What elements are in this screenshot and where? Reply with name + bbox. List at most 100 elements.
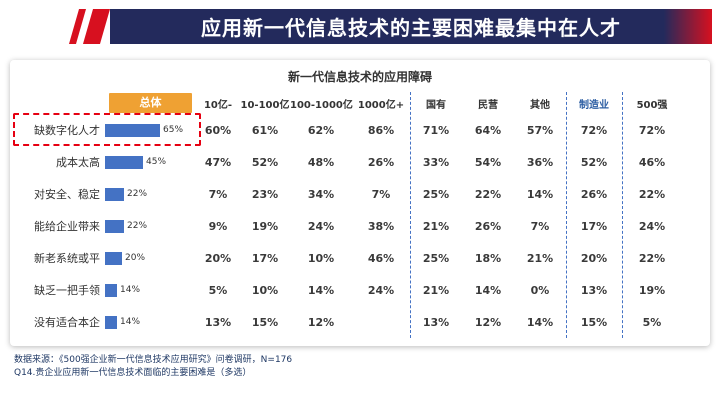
- table-row: 能给企业带来 22% 9% 19% 24% 38% 21% 26% 7% 17% 24%: [16, 210, 704, 242]
- overall-value: 45%: [146, 157, 167, 167]
- overall-value: 14%: [120, 285, 141, 295]
- table-row: 新老系统或平 20% 20% 17% 10% 46% 25% 18% 21% 20% 22%: [16, 242, 704, 274]
- overall-bar-cell: 20%: [105, 242, 196, 274]
- chart-table: 总体 10亿- 10-100亿 100-1000亿 1000亿+ 国有 民营 其…: [13, 92, 704, 338]
- overall-bar: [105, 251, 122, 265]
- value-cell: 71%: [422, 123, 450, 137]
- column-header: 国有: [426, 99, 446, 111]
- value-cell: 19%: [251, 219, 279, 233]
- table-row: 没有适合本企 14% 13% 15% 12% 13% 12% 14% 15% 5%: [16, 306, 704, 338]
- value-cell: 13%: [204, 315, 232, 329]
- value-cell: 0%: [530, 283, 550, 297]
- value-cell: 26%: [367, 155, 395, 169]
- value-cell: 24%: [307, 219, 335, 233]
- value-cell: 20%: [204, 251, 232, 265]
- value-cell: 22%: [474, 187, 502, 201]
- value-cell: 19%: [638, 283, 666, 297]
- value-cell: 22%: [638, 251, 666, 265]
- table-row: 缺数字化人才 65% 60% 61% 62% 86% 71% 64% 57% 72% 72%: [16, 114, 704, 146]
- value-cell: 10%: [307, 251, 335, 265]
- column-group-divider: [566, 92, 567, 338]
- value-cell: 20%: [580, 251, 608, 265]
- value-cell: 26%: [474, 219, 502, 233]
- value-cell: 38%: [367, 219, 395, 233]
- value-cell: 72%: [580, 123, 608, 137]
- column-group-divider: [410, 92, 411, 338]
- value-cell: 14%: [526, 315, 554, 329]
- value-cell: 14%: [474, 283, 502, 297]
- slide-title: 应用新一代信息技术的主要困难最集中在人才: [201, 16, 621, 40]
- overall-bar: [105, 283, 117, 297]
- column-header: 10-100亿: [240, 99, 290, 111]
- value-cell: 60%: [204, 123, 232, 137]
- table-row: 对安全、稳定 22% 7% 23% 34% 7% 25% 22% 14% 26% 22%: [16, 178, 704, 210]
- value-cell: 46%: [367, 251, 395, 265]
- value-cell: 13%: [422, 315, 450, 329]
- value-cell: 13%: [580, 283, 608, 297]
- header-row: 总体 10亿- 10-100亿 100-1000亿 1000亿+ 国有 民营 其…: [16, 92, 704, 114]
- table-body: 缺数字化人才 65% 60% 61% 62% 86% 71% 64% 57% 72% 72% 成本太高…: [16, 114, 704, 338]
- value-cell: 15%: [251, 315, 279, 329]
- overall-bar-cell: 65%: [105, 114, 196, 146]
- value-cell: 24%: [638, 219, 666, 233]
- value-cell: 36%: [526, 155, 554, 169]
- value-cell: 10%: [251, 283, 279, 297]
- value-cell: 26%: [580, 187, 608, 201]
- value-cell: 7%: [371, 187, 391, 201]
- value-cell: 21%: [422, 283, 450, 297]
- value-cell: 18%: [474, 251, 502, 265]
- overall-bar: [105, 155, 143, 169]
- value-cell: 46%: [638, 155, 666, 169]
- value-cell: 12%: [307, 315, 335, 329]
- row-label: 缺数字化人才: [34, 124, 100, 137]
- column-group-divider: [622, 92, 623, 338]
- value-cell: 25%: [422, 251, 450, 265]
- column-header: 其他: [530, 99, 550, 111]
- value-cell: 14%: [307, 283, 335, 297]
- value-cell: 12%: [474, 315, 502, 329]
- question-note: Q14.贵企业应用新一代信息技术面临的主要困难是（多选）: [14, 368, 252, 378]
- banner-accent-stripe: [82, 9, 111, 44]
- value-cell: 15%: [580, 315, 608, 329]
- value-cell: 86%: [367, 123, 395, 137]
- value-cell: 17%: [580, 219, 608, 233]
- value-cell: 17%: [251, 251, 279, 265]
- value-cell: 52%: [251, 155, 279, 169]
- value-cell: 22%: [638, 187, 666, 201]
- value-cell: 21%: [526, 251, 554, 265]
- column-header: 民营: [478, 99, 498, 111]
- overall-value: 22%: [127, 189, 148, 199]
- value-cell: 24%: [367, 283, 395, 297]
- value-cell: 14%: [526, 187, 554, 201]
- overall-bar-cell: 14%: [105, 274, 196, 306]
- value-cell: 61%: [251, 123, 279, 137]
- value-cell: 52%: [580, 155, 608, 169]
- column-header: 500强: [636, 99, 668, 111]
- value-cell: 23%: [251, 187, 279, 201]
- value-cell: 21%: [422, 219, 450, 233]
- overall-header: 总体: [109, 93, 192, 113]
- row-label: 能给企业带来: [34, 220, 100, 233]
- column-header: 100-1000亿: [290, 99, 353, 111]
- value-cell: 34%: [307, 187, 335, 201]
- overall-bar: [105, 219, 124, 233]
- value-cell: 57%: [526, 123, 554, 137]
- column-header: 制造业: [579, 99, 609, 111]
- chart-title: 新一代信息技术的应用障碍: [287, 70, 432, 84]
- overall-value: 65%: [163, 125, 184, 135]
- highlight-box: [13, 113, 201, 146]
- value-cell: 33%: [422, 155, 450, 169]
- table-row: 缺乏一把手领 14% 5% 10% 14% 24% 21% 14% 0% 13% 19%: [16, 274, 704, 306]
- overall-bar-cell: 22%: [105, 210, 196, 242]
- column-header: 1000亿+: [357, 99, 405, 111]
- value-cell: 72%: [638, 123, 666, 137]
- value-cell: 9%: [208, 219, 228, 233]
- footer: 数据来源：《500强企业新一代信息技术应用研究》问卷调研，N=176 Q14.贵…: [14, 354, 292, 380]
- value-cell: 48%: [307, 155, 335, 169]
- value-cell: 5%: [208, 283, 228, 297]
- row-label: 没有适合本企: [34, 316, 100, 329]
- value-cell: 47%: [204, 155, 232, 169]
- overall-bar-cell: 14%: [105, 306, 196, 338]
- overall-bar-cell: 22%: [105, 178, 196, 210]
